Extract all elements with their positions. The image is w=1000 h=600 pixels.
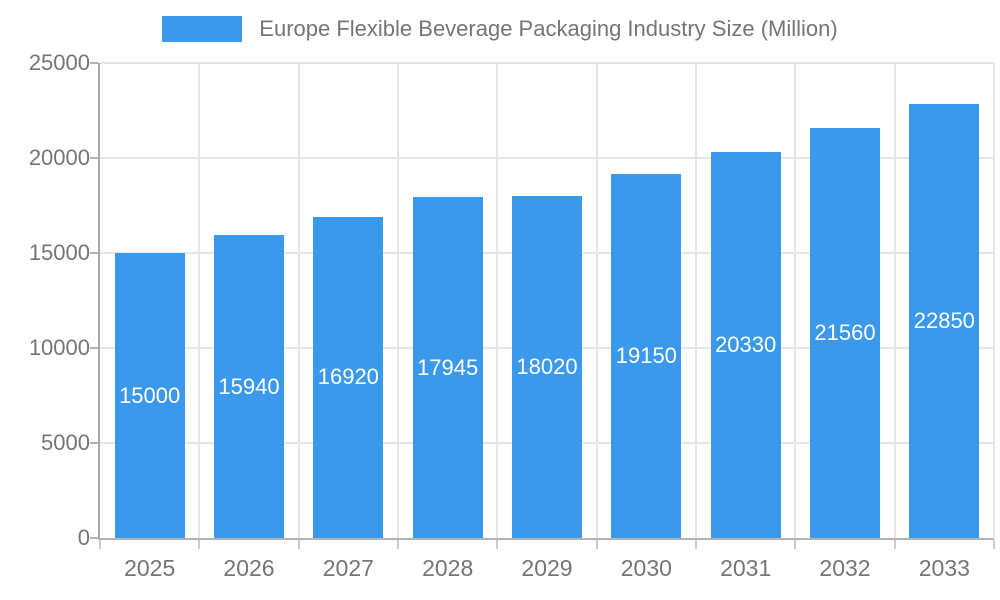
bar[interactable]: [611, 174, 682, 538]
x-tick-mark: [198, 540, 201, 549]
x-axis-line: [98, 538, 994, 540]
v-gridline: [893, 63, 896, 538]
x-tick-mark: [695, 540, 697, 549]
x-tick-mark: [397, 540, 399, 549]
x-tick-mark: [496, 540, 499, 549]
bar-value-label: 18020: [516, 353, 578, 379]
bar-value-label: 22850: [913, 307, 975, 333]
x-tick-label: 2031: [720, 555, 772, 581]
y-tick-mark: [90, 347, 98, 349]
x-tick-label: 2027: [322, 555, 374, 581]
x-tick-mark: [893, 540, 896, 549]
v-gridline: [595, 63, 598, 538]
bar-value-label: 17945: [417, 354, 479, 380]
y-tick-mark: [90, 537, 98, 539]
bar-value-label: 19150: [615, 343, 677, 369]
x-tick-label: 2033: [918, 555, 970, 581]
bar[interactable]: [710, 151, 781, 538]
x-tick-label: 2025: [124, 555, 176, 581]
y-tick-mark: [90, 442, 98, 444]
bar[interactable]: [810, 128, 880, 538]
bar[interactable]: [114, 253, 185, 538]
y-tick-mark: [90, 252, 98, 254]
chart-legend: Europe Flexible Beverage Packaging Indus…: [0, 16, 1000, 42]
y-tick-label: 5000: [41, 430, 90, 455]
x-tick-label: 2026: [223, 555, 275, 581]
x-tick-mark: [595, 540, 598, 549]
h-gridline: [100, 157, 994, 159]
y-tick-label: 20000: [28, 145, 90, 170]
y-tick-label: 15000: [28, 240, 90, 265]
y-tick-label: 25000: [28, 50, 90, 75]
bar[interactable]: [909, 103, 980, 538]
y-tick-label: 10000: [28, 335, 90, 360]
bar[interactable]: [313, 216, 384, 538]
x-tick-label: 2029: [521, 555, 573, 581]
bar-value-label: 15000: [119, 382, 181, 408]
v-gridline: [397, 63, 399, 538]
x-tick-mark: [794, 540, 797, 549]
bar[interactable]: [512, 195, 582, 538]
x-tick-mark: [99, 540, 101, 549]
bar-value-label: 21560: [814, 320, 876, 346]
bar-value-label: 20330: [715, 331, 777, 357]
legend-swatch: [162, 16, 243, 42]
bar-value-label: 15940: [218, 373, 280, 399]
x-tick-label: 2028: [422, 555, 474, 581]
y-tick-mark: [90, 62, 98, 64]
v-gridline: [993, 63, 995, 538]
v-gridline: [695, 63, 697, 538]
y-tick-label: 0: [77, 525, 90, 550]
bar-value-label: 16920: [317, 364, 379, 390]
x-tick-label: 2030: [620, 555, 672, 581]
y-tick-mark: [90, 157, 98, 159]
x-tick-mark: [297, 540, 300, 549]
v-gridline: [198, 63, 201, 538]
y-axis-line: [98, 63, 100, 540]
x-tick-mark: [993, 540, 995, 549]
h-gridline: [100, 62, 994, 64]
x-tick-label: 2032: [819, 555, 871, 581]
bar[interactable]: [412, 197, 483, 538]
bar[interactable]: [214, 235, 284, 538]
v-gridline: [297, 63, 300, 538]
v-gridline: [496, 63, 499, 538]
plot-area: 15000 15940 16920 17945 18020 19150 20330 21560…: [90, 62, 995, 549]
legend-label: Europe Flexible Beverage Packaging Indus…: [259, 16, 838, 41]
v-gridline: [794, 63, 797, 538]
